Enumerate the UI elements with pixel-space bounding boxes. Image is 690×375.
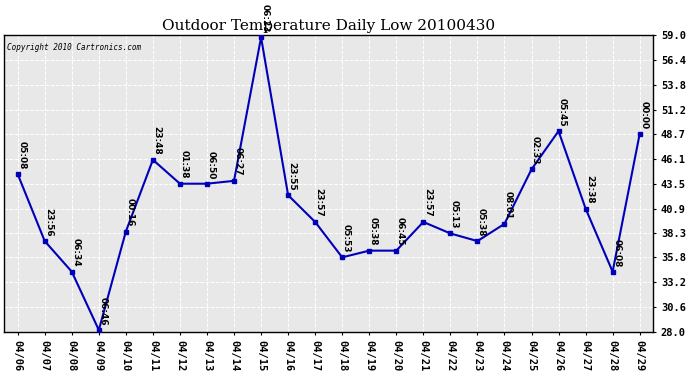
Title: Outdoor Temperature Daily Low 20100430: Outdoor Temperature Daily Low 20100430 <box>162 19 495 33</box>
Text: 00:16: 00:16 <box>126 198 135 227</box>
Text: 23:57: 23:57 <box>315 188 324 217</box>
Text: 05:38: 05:38 <box>477 208 486 236</box>
Text: 05:08: 05:08 <box>17 141 26 170</box>
Text: 06:08: 06:08 <box>612 238 621 267</box>
Text: 05:13: 05:13 <box>450 200 459 229</box>
Text: 23:55: 23:55 <box>288 162 297 190</box>
Text: 08:01: 08:01 <box>504 191 513 219</box>
Text: 23:38: 23:38 <box>585 175 594 204</box>
Text: 06:46: 06:46 <box>99 297 108 325</box>
Text: 23:56: 23:56 <box>44 208 53 236</box>
Text: 06:27: 06:27 <box>234 147 243 176</box>
Text: 05:45: 05:45 <box>558 98 567 126</box>
Text: 06:23: 06:23 <box>261 4 270 33</box>
Text: 01:38: 01:38 <box>179 150 188 179</box>
Text: 00:00: 00:00 <box>639 101 648 129</box>
Text: Copyright 2010 Cartronics.com: Copyright 2010 Cartronics.com <box>8 43 141 52</box>
Text: 23:57: 23:57 <box>423 188 432 217</box>
Text: 05:38: 05:38 <box>368 217 378 246</box>
Text: 23:48: 23:48 <box>152 126 161 155</box>
Text: 02:33: 02:33 <box>531 136 540 165</box>
Text: 06:34: 06:34 <box>71 238 80 267</box>
Text: 06:45: 06:45 <box>396 217 405 246</box>
Text: 06:50: 06:50 <box>206 150 215 179</box>
Text: 05:53: 05:53 <box>342 224 351 253</box>
